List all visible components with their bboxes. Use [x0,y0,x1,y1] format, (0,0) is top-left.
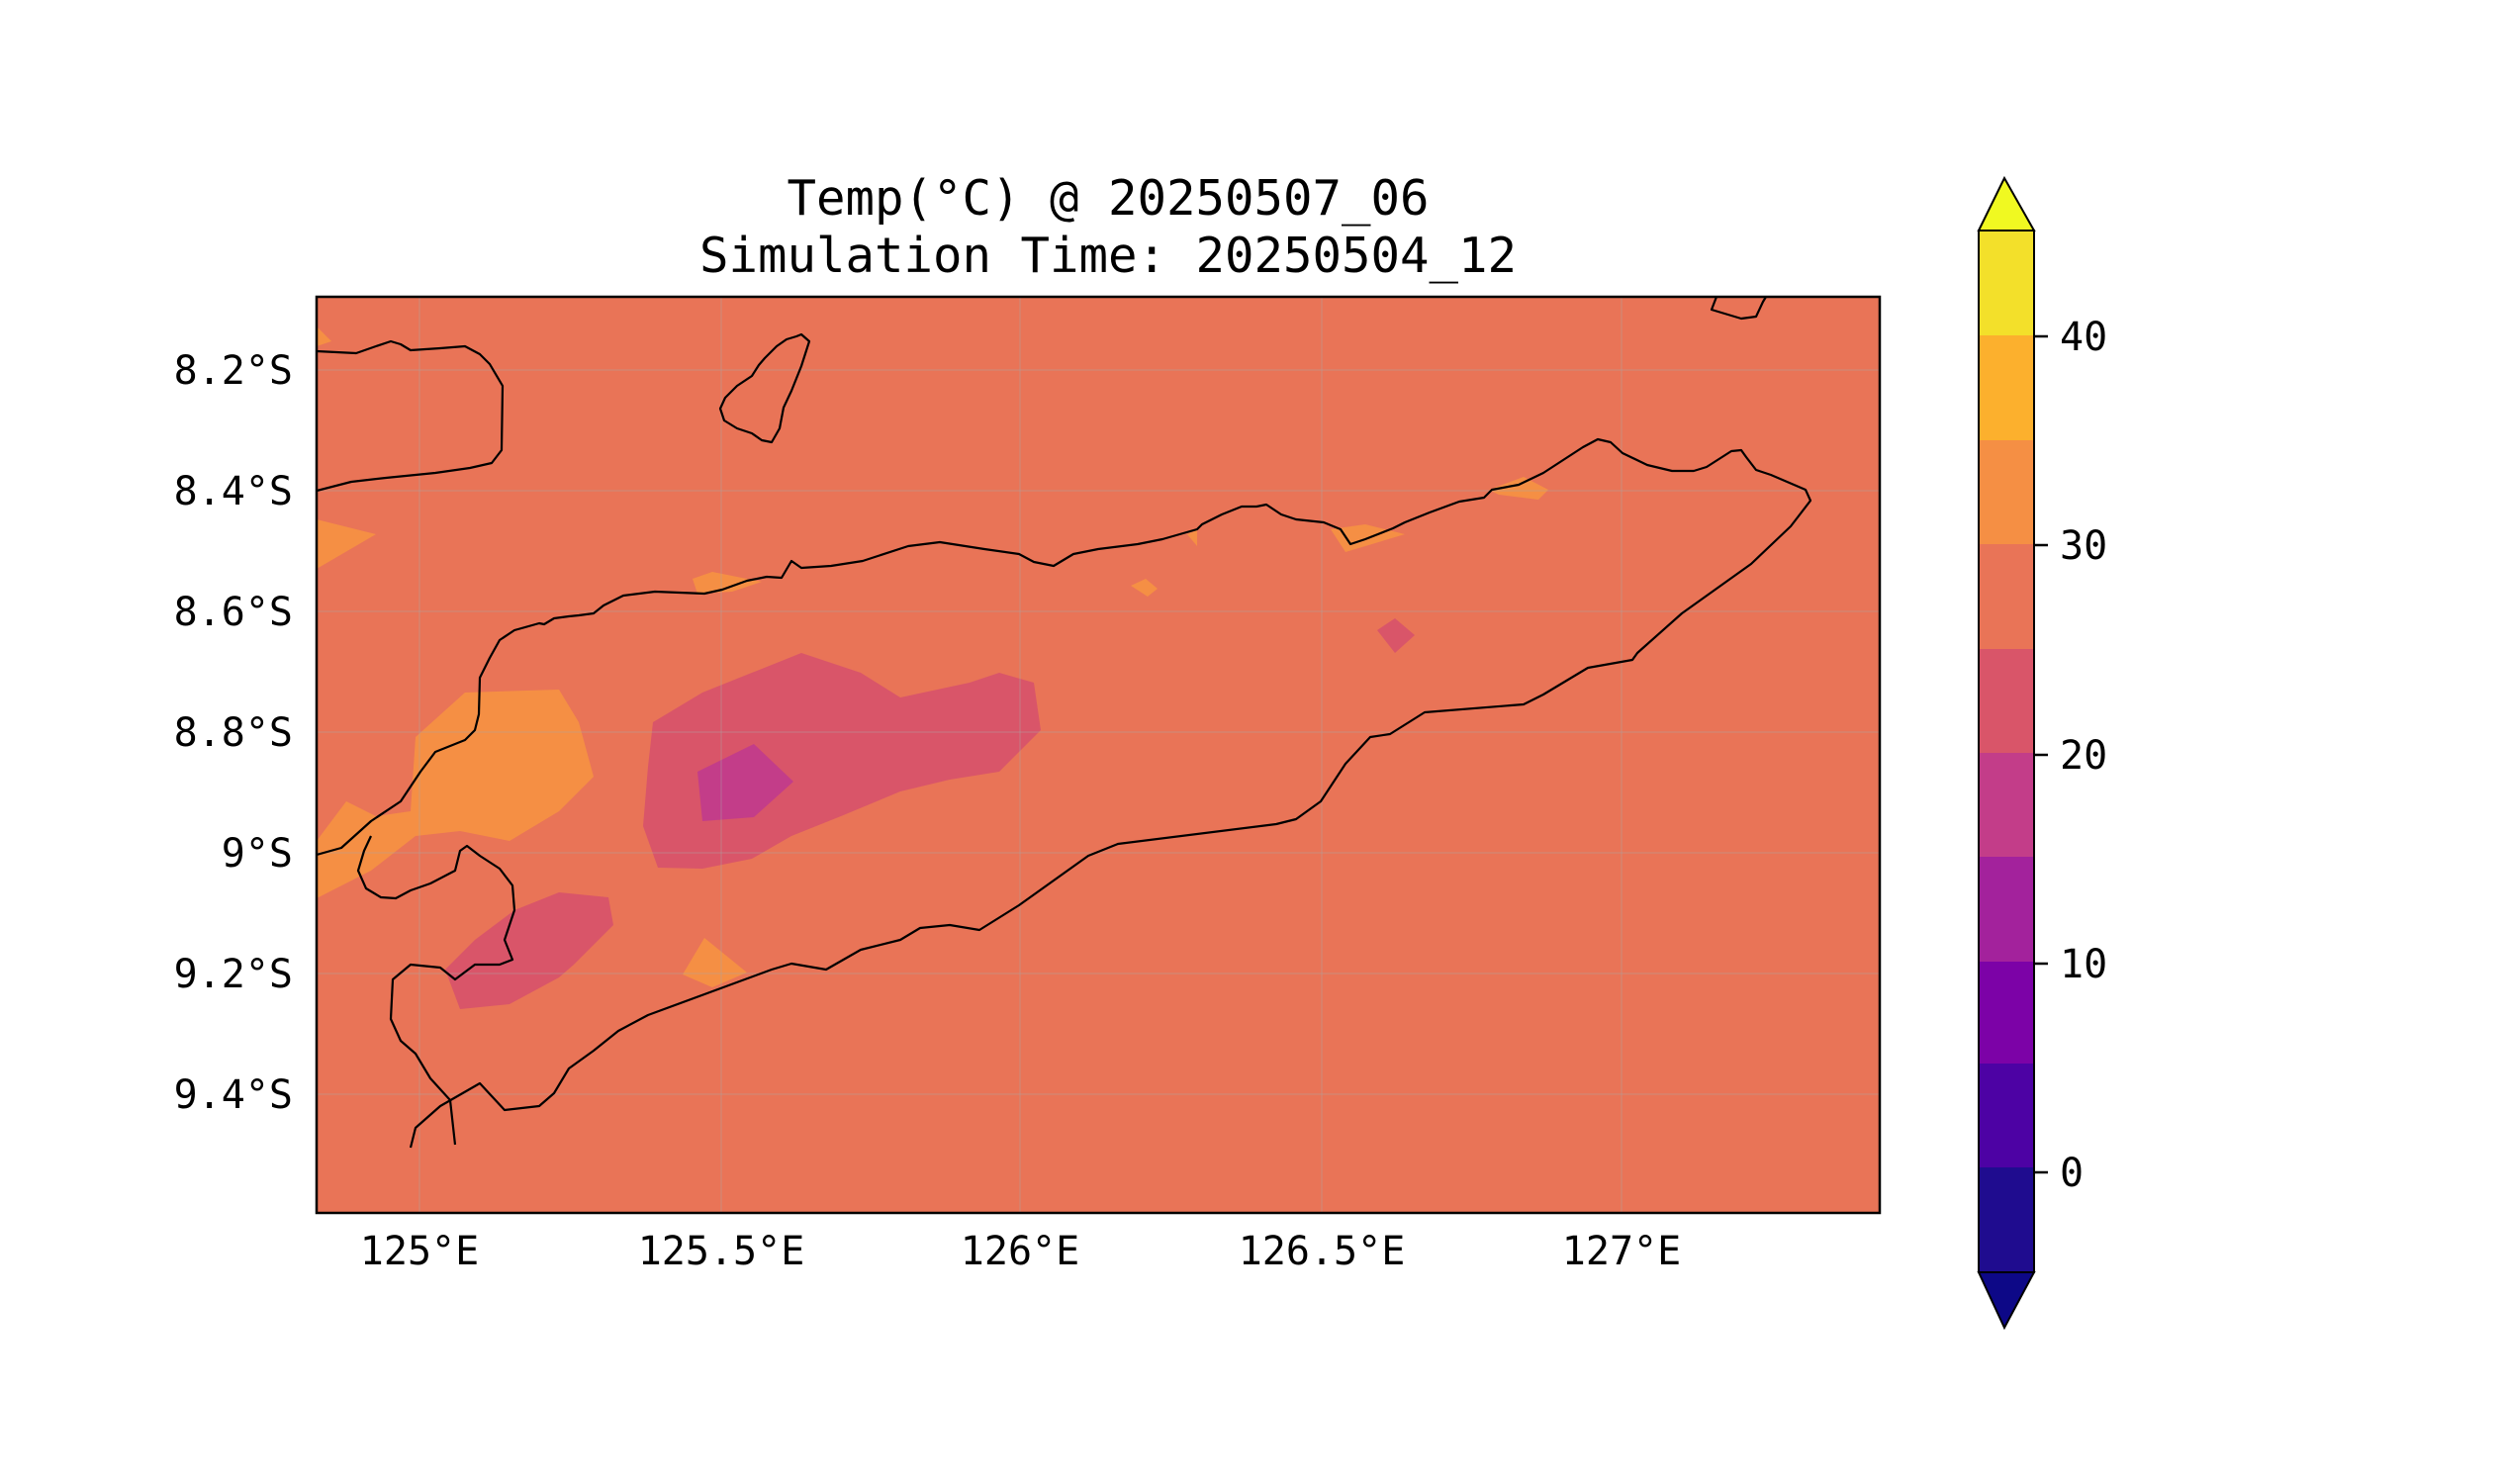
colorbar-tick-label: 20 [2060,733,2108,779]
colorbar-level-15-20 [1979,752,2034,857]
contour-20-25-south [445,892,613,1009]
lon-tick-label: 127°E [1561,1229,1682,1274]
colorbar-level-25-30 [1979,544,2034,649]
lon-tick-label: 126°E [960,1229,1080,1274]
colorbar-level-30-35 [1979,439,2034,544]
colorbar-extend-under [1977,1271,2036,1331]
coastline-island-south [356,835,516,1146]
contour-30-35-west [317,690,594,898]
colorbar-frame [1978,230,2035,1273]
lat-tick-label: 8.8°S [173,710,293,756]
lon-tick-label: 125.5°E [637,1229,805,1274]
lat-tick-label: 9.4°S [173,1072,293,1118]
contour-fills [317,297,1880,1213]
colorbar-level-10-15 [1979,857,2034,962]
lat-tick-label: 9°S [221,831,293,877]
contour-30-35-coast1 [693,572,762,594]
coastlines [317,297,1812,1149]
colorbar-tick-label: 30 [2060,523,2108,569]
colorbar-tick-label: 40 [2060,315,2108,360]
gridlines [317,297,1880,1213]
colorbar-level-35-40 [1979,335,2034,440]
contour-20-25-small [1377,618,1415,653]
colorbar-level-0-5 [1979,1063,2034,1167]
lat-tick-label: 8.6°S [173,590,293,635]
map-subtitle: Simulation Time: 20250504_12 [698,228,1517,284]
coastline-wetar [317,339,505,493]
contour-30-35-nw [317,326,331,346]
colorbar-tick-label: 10 [2060,942,2108,987]
coastline-timor [317,437,1812,1149]
map-frame [315,295,1882,1215]
contour-15-20-core [697,744,793,821]
colorbar-extend-over [1977,175,2036,232]
contour-30-35-westcoast [317,519,376,569]
colorbar-ticks [2034,334,2048,1174]
colorbar-level-40-45 [1979,231,2034,335]
contour-30-35-northedge [1187,530,1197,546]
coastline-ne-island [1710,297,1767,321]
coastline-atauro [718,332,811,444]
lon-tick-label: 125°E [359,1229,480,1274]
contour-30-35-coast2 [1131,579,1158,597]
contour-30-35-south [683,938,747,987]
colorbar-level-5-10 [1979,959,2034,1064]
map-title: Temp(°C) @ 20250507_06 [787,170,1430,227]
lon-tick-label: 126.5°E [1238,1229,1406,1274]
contour-30-35-coast4 [1489,477,1548,500]
lat-tick-label: 8.4°S [173,469,293,514]
lat-tick-label: 9.2°S [173,952,293,997]
colorbar [1977,175,2048,1331]
colorbar-tick-label: 0 [2060,1151,2085,1196]
lat-tick-label: 8.2°S [173,348,293,394]
colorbar-level--5-0 [1979,1167,2034,1272]
colorbar-level-20-25 [1979,648,2034,753]
